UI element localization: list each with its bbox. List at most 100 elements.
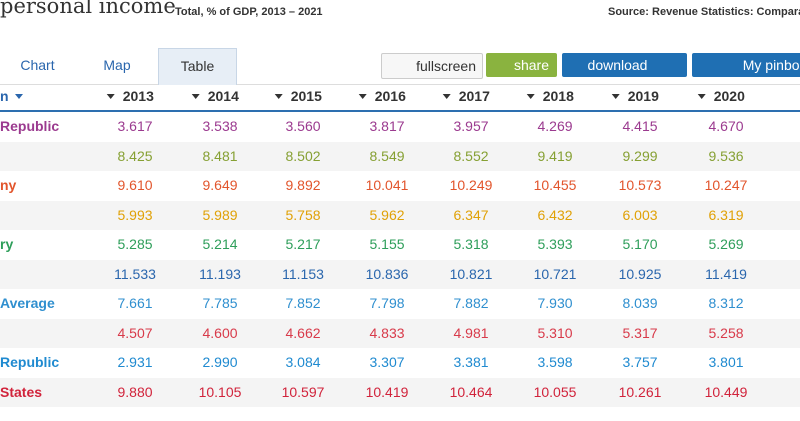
title: personal income bbox=[0, 0, 176, 18]
tab[interactable]: Map bbox=[103, 57, 131, 73]
cell: 2.990 bbox=[202, 354, 238, 370]
cell: 4.415 bbox=[622, 118, 658, 134]
table-row bbox=[0, 171, 800, 201]
cell: 10.055 bbox=[533, 383, 577, 400]
cell: 5.285 bbox=[117, 236, 153, 252]
cell: 9.536 bbox=[708, 147, 744, 164]
cell: 5.989 bbox=[202, 206, 238, 223]
column-header[interactable]: 2020 bbox=[697, 88, 745, 104]
sort-icon bbox=[14, 94, 23, 99]
cell: 4.662 bbox=[285, 324, 321, 341]
cell: 5.170 bbox=[622, 236, 658, 252]
column-header[interactable]: n bbox=[0, 88, 23, 104]
table-row bbox=[0, 141, 800, 171]
cell: 5.214 bbox=[202, 236, 238, 252]
column-label: 2013 bbox=[122, 88, 154, 104]
cell: 4.981 bbox=[453, 324, 489, 341]
cell: 4.269 bbox=[537, 118, 573, 134]
cell: 3.084 bbox=[285, 354, 321, 370]
cell: 10.721 bbox=[533, 265, 577, 282]
button-label: My pinboar bbox=[742, 57, 800, 73]
source: Source: Revenue Statistics: Comparati bbox=[608, 6, 800, 18]
button[interactable]: My pinboar bbox=[692, 53, 800, 77]
cell: 5.962 bbox=[369, 206, 405, 223]
row-label: Republic bbox=[0, 118, 60, 134]
cell: 2.931 bbox=[117, 354, 153, 370]
cell: 4.507 bbox=[117, 324, 153, 341]
button[interactable]: fullscreen bbox=[381, 53, 483, 79]
cell: 10.041 bbox=[365, 177, 409, 193]
row-label: States bbox=[0, 383, 43, 400]
cell: 7.785 bbox=[202, 295, 238, 311]
sort-icon bbox=[358, 94, 367, 99]
cell: 10.105 bbox=[198, 383, 242, 400]
cell: 7.798 bbox=[369, 295, 405, 311]
column-label: 2014 bbox=[207, 88, 239, 104]
cell: 6.319 bbox=[708, 206, 744, 223]
button[interactable]: share bbox=[486, 53, 557, 77]
cell: 10.464 bbox=[449, 383, 493, 400]
table-row bbox=[0, 377, 800, 407]
cell: 3.617 bbox=[117, 118, 153, 134]
cell: 8.481 bbox=[202, 147, 238, 164]
column-label: n bbox=[0, 88, 9, 104]
row-label: ry bbox=[0, 236, 14, 252]
column-label: 2018 bbox=[542, 88, 574, 104]
cell: 3.598 bbox=[537, 354, 573, 370]
cell: 5.993 bbox=[117, 206, 153, 223]
cell: 6.432 bbox=[537, 206, 573, 223]
cell: 9.892 bbox=[285, 177, 321, 193]
cell: 7.930 bbox=[537, 295, 573, 311]
column-label: 2017 bbox=[458, 88, 490, 104]
cell: 10.247 bbox=[704, 177, 748, 193]
cell: 11.193 bbox=[199, 265, 241, 282]
cell: 8.312 bbox=[708, 295, 744, 311]
cell: 5.310 bbox=[537, 324, 573, 341]
tab[interactable]: Table bbox=[158, 48, 237, 85]
button-label: fullscreen bbox=[416, 58, 476, 74]
column-header[interactable]: 2019 bbox=[611, 88, 659, 104]
column-header[interactable]: 2016 bbox=[358, 88, 406, 104]
cell: 8.425 bbox=[117, 147, 153, 164]
table-row bbox=[0, 112, 800, 142]
cell: 7.852 bbox=[285, 295, 321, 311]
cell: 9.880 bbox=[117, 383, 153, 400]
tab[interactable]: Chart bbox=[20, 57, 55, 73]
column-header[interactable]: 2014 bbox=[191, 88, 239, 104]
cell: 7.661 bbox=[117, 295, 153, 311]
cell: 5.758 bbox=[285, 206, 321, 223]
cell: 6.003 bbox=[622, 206, 658, 223]
cell: 9.419 bbox=[537, 147, 573, 164]
table-row bbox=[0, 348, 800, 378]
cell: 10.821 bbox=[449, 265, 493, 282]
cell: 3.957 bbox=[453, 118, 489, 134]
cell: 5.318 bbox=[453, 236, 489, 252]
sort-icon bbox=[274, 94, 283, 99]
button-label: share bbox=[513, 57, 549, 73]
row-label: Republic bbox=[0, 354, 60, 370]
column-header[interactable]: 2018 bbox=[526, 88, 574, 104]
table-row bbox=[0, 200, 800, 230]
cell: 9.610 bbox=[117, 177, 153, 193]
cell: 3.307 bbox=[369, 354, 405, 370]
cell: 3.817 bbox=[369, 118, 405, 134]
cell: 5.155 bbox=[369, 236, 405, 252]
sort-icon bbox=[442, 94, 451, 99]
cell: 10.419 bbox=[365, 383, 409, 400]
sort-icon bbox=[697, 94, 706, 99]
column-header[interactable]: 2017 bbox=[442, 88, 490, 104]
subtitle: Total, % of GDP, 2013 – 2021 bbox=[175, 6, 323, 18]
cell: 4.833 bbox=[369, 324, 405, 341]
cell: 11.419 bbox=[705, 265, 747, 282]
header-row bbox=[0, 84, 800, 113]
sort-icon bbox=[526, 94, 535, 99]
table-row bbox=[0, 289, 800, 319]
table-row bbox=[0, 230, 800, 260]
button[interactable]: download bbox=[562, 53, 687, 77]
cell: 10.836 bbox=[365, 265, 409, 282]
sort-icon bbox=[106, 94, 115, 99]
column-header[interactable]: 2015 bbox=[274, 88, 322, 104]
column-label: 2020 bbox=[713, 88, 745, 104]
cell: 5.258 bbox=[708, 324, 744, 341]
column-header[interactable]: 2013 bbox=[106, 88, 154, 104]
